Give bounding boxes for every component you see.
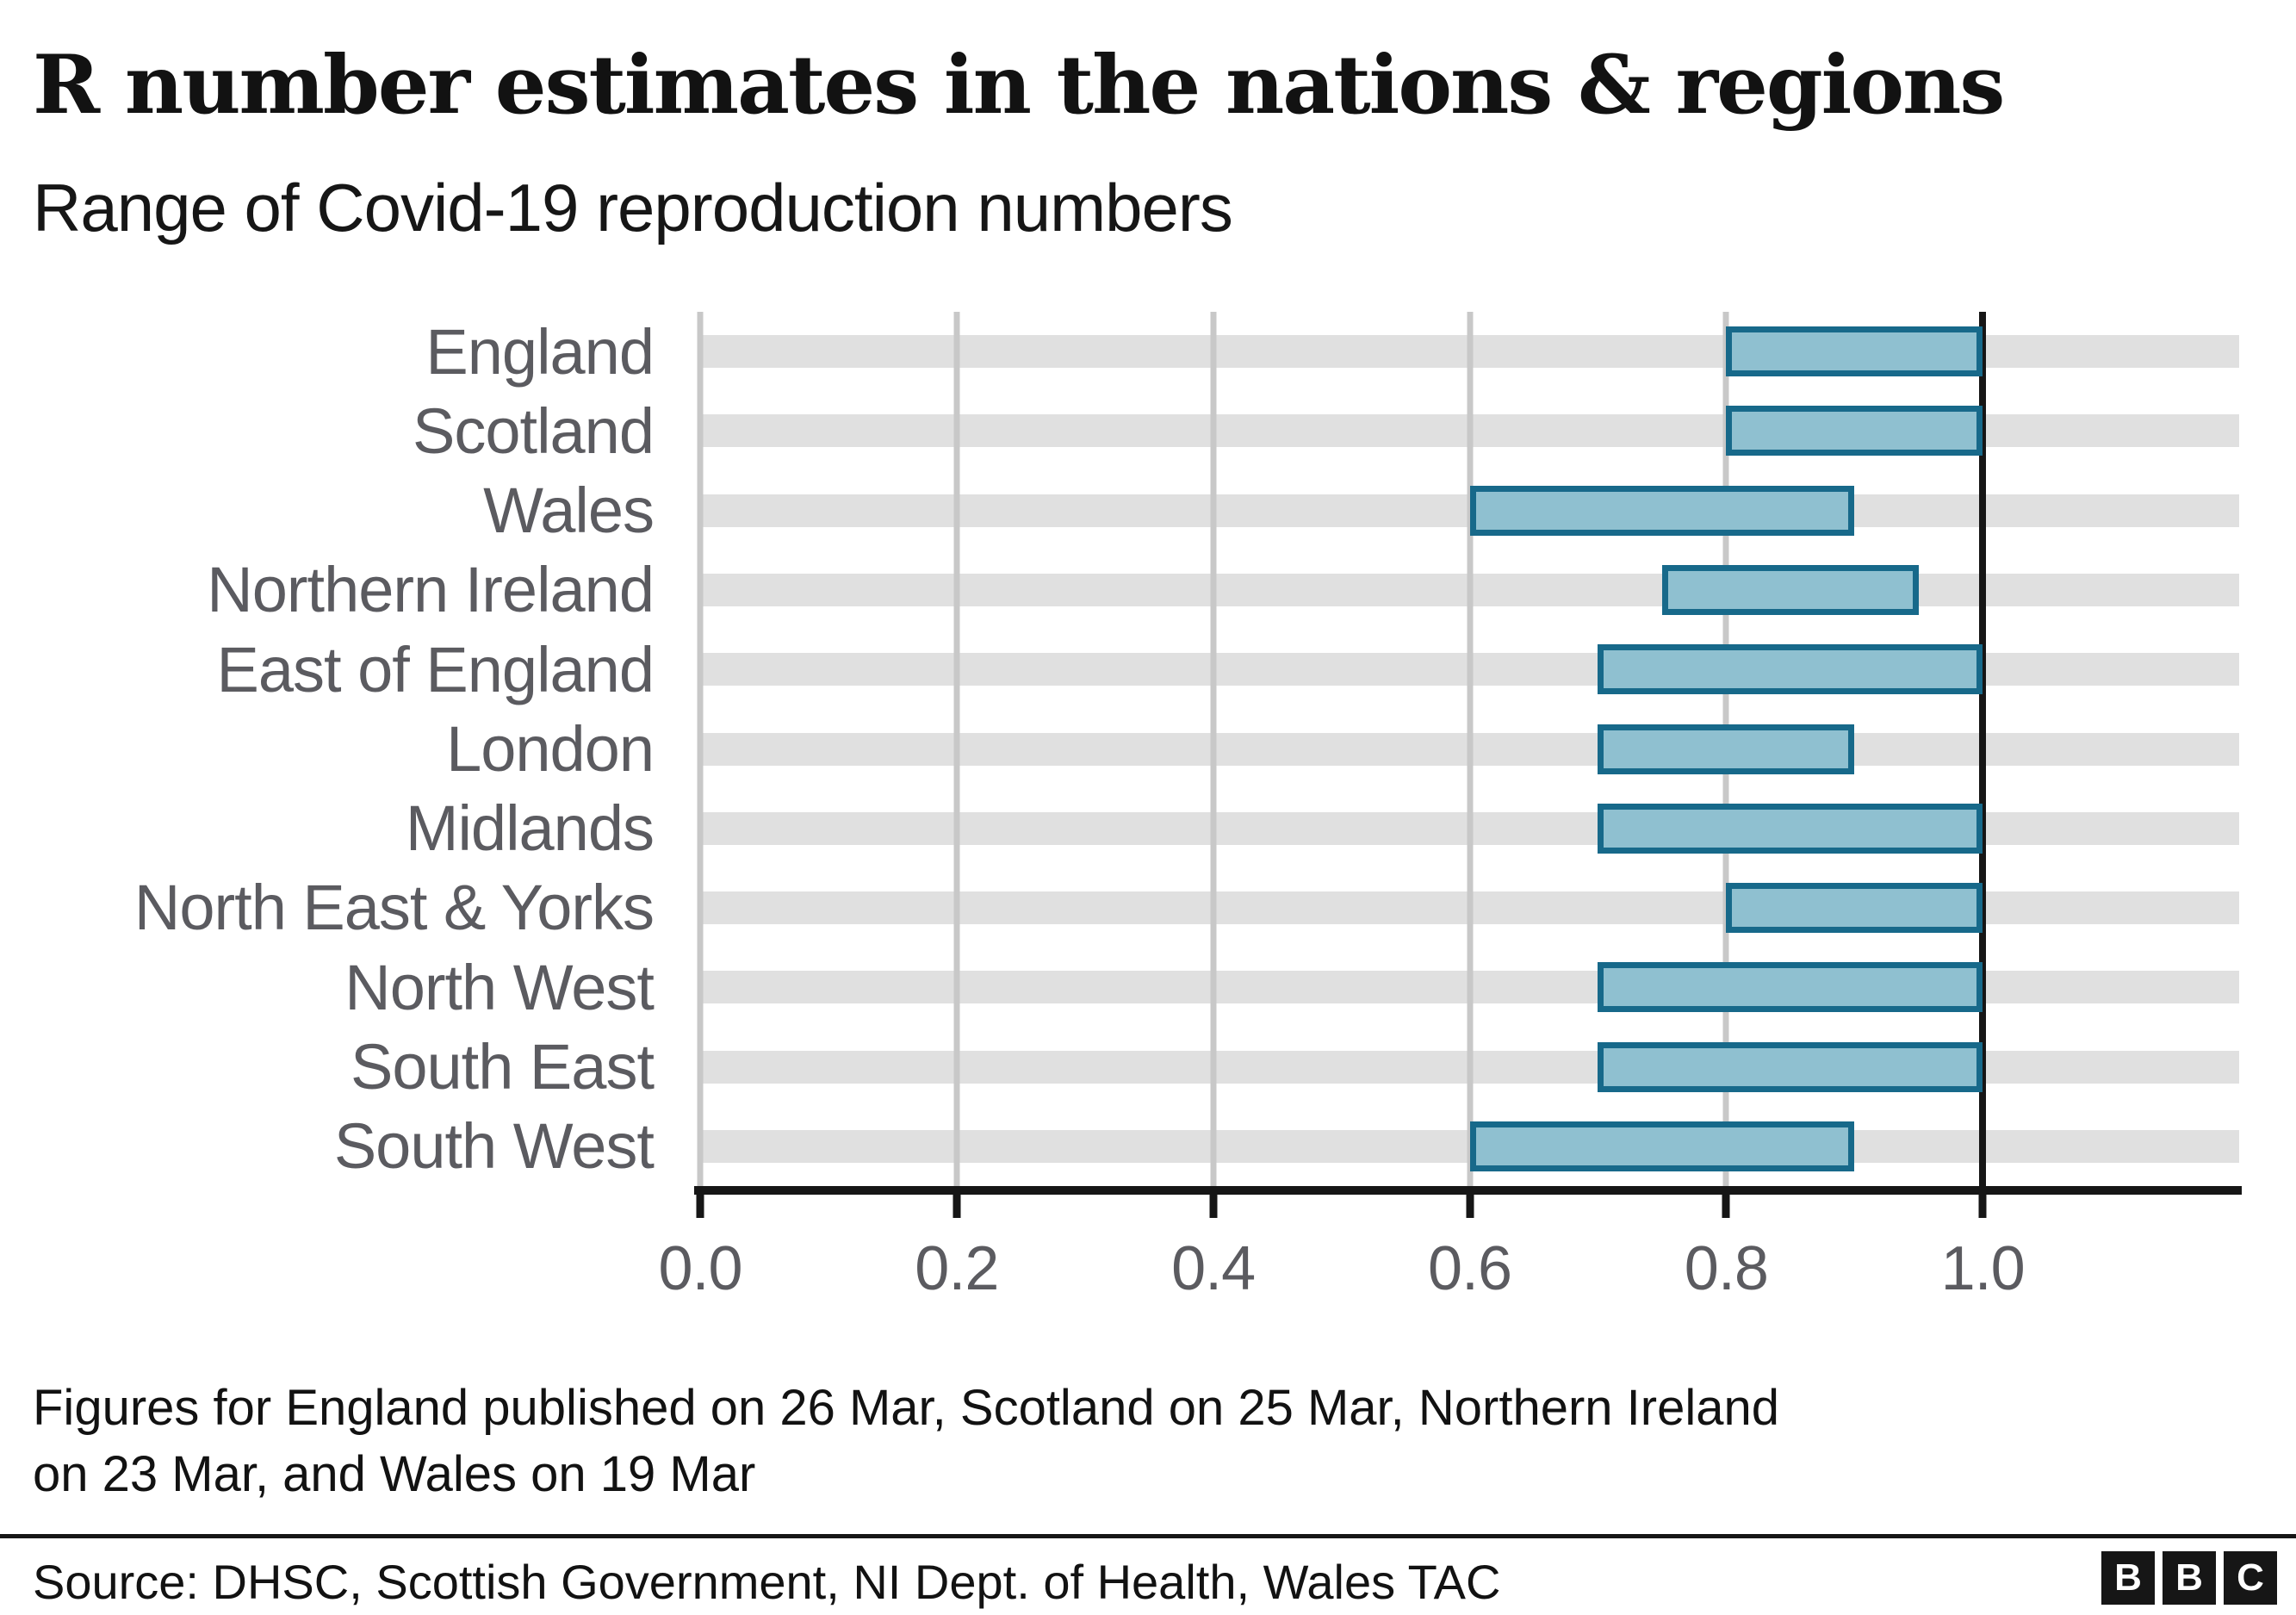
axis-tick-label: 0.0 [658, 1234, 742, 1303]
axis-tick-label: 1.0 [1940, 1234, 2026, 1303]
footnote: Figures for England published on 26 Mar,… [33, 1375, 2263, 1507]
axis-tick [953, 1195, 961, 1218]
range-bar [1726, 326, 1983, 377]
axis-tick [696, 1195, 704, 1218]
category-label: North West [344, 951, 655, 1023]
category-label: North East & Yorks [133, 872, 655, 944]
range-bar [1598, 724, 1855, 774]
bbc-logo-block: B [2163, 1551, 2216, 1605]
chart-subtitle: Range of Covid-19 reproduction numbers [33, 170, 1233, 245]
bbc-logo-block: B [2101, 1551, 2155, 1605]
category-label: South West [333, 1110, 655, 1183]
axis-tick-label: 0.8 [1684, 1234, 1769, 1303]
page-title: R number estimates in the nations & regi… [33, 38, 2005, 133]
category-label: Scotland [413, 394, 655, 467]
category-label: England [425, 315, 655, 388]
category-label: East of England [216, 633, 655, 705]
plot-area [697, 312, 2239, 1186]
range-bar [1598, 962, 1983, 1013]
footer-divider [0, 1534, 2296, 1538]
axis-tick-label: 0.6 [1427, 1234, 1512, 1303]
category-labels: England Scotland Wales Northern Ireland East… [0, 312, 676, 1186]
footnote-line: Figures for England published on 26 Mar,… [33, 1380, 1779, 1436]
category-label: London [446, 712, 655, 785]
category-label: Midlands [405, 792, 655, 865]
footnote-line: on 23 Mar, and Wales on 19 Mar [33, 1446, 756, 1502]
category-label: South East [350, 1031, 655, 1103]
range-bar [1726, 406, 1983, 457]
gridline [1467, 312, 1473, 1186]
axis-tick-label: 0.4 [1171, 1234, 1256, 1303]
axis-tick [1978, 1195, 1987, 1218]
axis-tick [1466, 1195, 1474, 1218]
category-label: Northern Ireland [207, 554, 655, 626]
source-text: Source: DHSC, Scottish Government, NI De… [33, 1555, 1501, 1609]
gridline [953, 312, 960, 1186]
bbc-logo-block: C [2224, 1551, 2277, 1605]
bbc-logo: B B C [2101, 1551, 2277, 1605]
range-bar [1469, 1121, 1855, 1171]
range-bar [1726, 883, 1983, 934]
range-bar [1661, 564, 1919, 615]
range-bar [1598, 644, 1983, 695]
axis-tick-label: 0.2 [915, 1234, 999, 1303]
x-axis-ticks [696, 1195, 2239, 1218]
gridline [1210, 312, 1217, 1186]
x-axis-line [694, 1186, 2242, 1195]
range-bar [1469, 485, 1855, 536]
range-bar [1598, 1041, 1983, 1092]
category-label: Wales [483, 475, 655, 547]
axis-tick [1722, 1195, 1730, 1218]
reference-gridline [1979, 312, 1987, 1186]
range-bar [1598, 803, 1983, 854]
gridline [697, 312, 704, 1186]
axis-tick [1209, 1195, 1218, 1218]
x-axis-tick-labels: 0.0 0.2 0.4 0.6 0.8 1.0 [658, 1233, 2239, 1311]
